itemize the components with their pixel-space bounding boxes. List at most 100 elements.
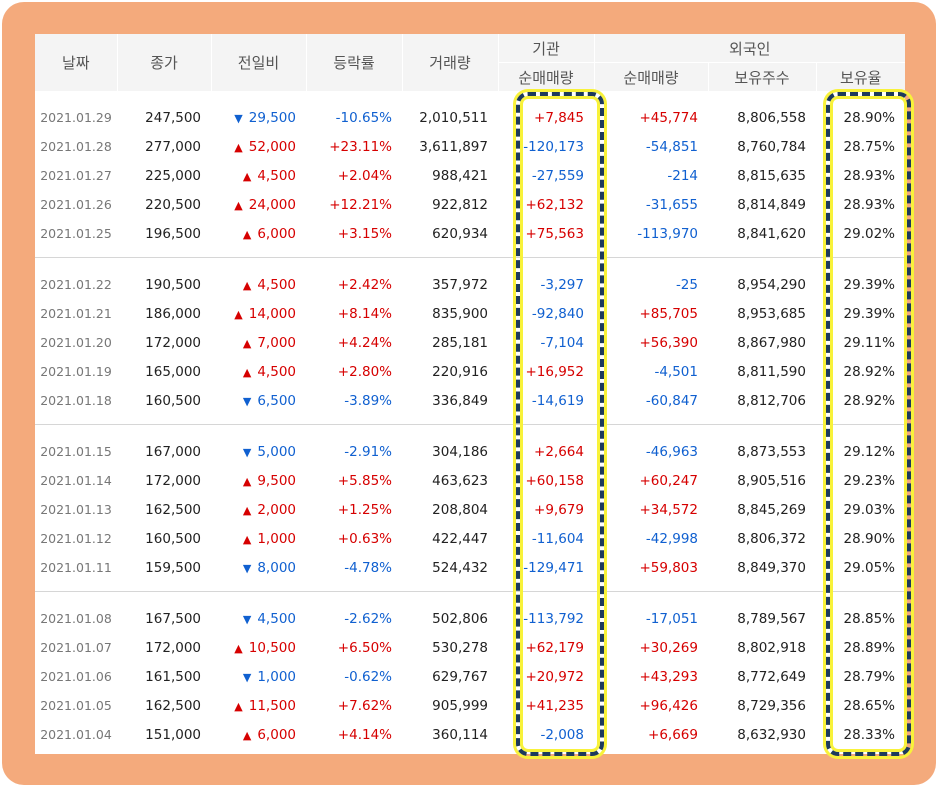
rate-cell: +23.11% [329,138,392,155]
foreign-ratio-cell: 29.05% [843,559,895,576]
close-cell: 151,000 [145,726,201,743]
foreign-net-cell: -60,847 [645,392,698,409]
row-divider [35,415,905,425]
foreign-ratio-cell: 28.90% [843,109,895,126]
inst-net-cell: +9,679 [534,501,584,518]
change-cell: ▼ 29,500 [211,103,306,132]
triangle-down-icon: ▼ [242,561,252,575]
foreign-shares-cell: 8,812,706 [737,392,806,409]
foreign-ratio-cell: 28.90% [843,530,895,547]
change-value: 5,000 [257,443,296,460]
foreign-net-cell: +6,669 [648,726,698,743]
volume-cell: 2,010,511 [419,109,488,126]
change-value: 6,500 [257,392,296,409]
volume-cell: 922,812 [432,196,488,213]
change-value: 4,500 [257,610,296,627]
triangle-up-icon: ▲ [234,699,243,713]
volume-cell: 220,916 [432,363,488,380]
inst-net-cell: +2,664 [534,443,584,460]
foreign-shares-cell: 8,772,649 [737,668,806,685]
date-cell: 2021.01.11 [40,560,112,575]
foreign-ratio-cell: 29.39% [843,276,895,293]
change-cell: ▲ 6,000 [211,219,306,248]
volume-cell: 620,934 [432,225,488,242]
inst-net-cell: +60,158 [525,472,584,489]
foreign-net-cell: +56,390 [639,334,698,351]
change-cell: ▲ 6,000 [211,720,306,749]
inst-net-cell: -14,619 [531,392,584,409]
inst-net-cell: +62,132 [525,196,584,213]
table-row: 2021.01.21 186,000 ▲ 14,000 +8.14% 835,900 -92… [35,299,905,328]
volume-cell: 208,804 [432,501,488,518]
date-cell: 2021.01.19 [40,364,112,379]
date-cell: 2021.01.15 [40,444,112,459]
close-cell: 247,500 [145,109,201,126]
rate-cell: -2.62% [344,610,392,627]
stock-price-table: 날짜 종가 전일비 등락률 거래량 기관 외국인 순매매량 순매매량 보유주수 … [35,34,905,749]
date-cell: 2021.01.13 [40,502,112,517]
foreign-ratio-cell: 29.12% [843,443,895,460]
foreign-ratio-cell: 28.75% [843,138,895,155]
volume-cell: 3,611,897 [419,138,488,155]
foreign-ratio-cell: 29.03% [843,501,895,518]
header-inst-net: 순매매량 [497,62,594,91]
change-value: 4,500 [257,363,296,380]
foreign-shares-cell: 8,806,372 [737,530,806,547]
rate-cell: +6.50% [337,639,392,656]
rate-cell: -4.78% [344,559,392,576]
foreign-ratio-cell: 28.65% [843,697,895,714]
volume-cell: 336,849 [432,392,488,409]
close-cell: 167,500 [145,610,201,627]
close-cell: 167,000 [145,443,201,460]
rate-cell: +2.80% [337,363,392,380]
header-close: 종가 [116,34,211,91]
table-row: 2021.01.29 247,500 ▼ 29,500 -10.65% 2,010,511… [35,103,905,132]
foreign-shares-cell: 8,789,567 [737,610,806,627]
foreign-shares-cell: 8,953,685 [737,305,806,322]
foreign-net-cell: -4,501 [654,363,698,380]
change-cell: ▲ 11,500 [211,691,306,720]
triangle-up-icon: ▲ [234,307,243,321]
close-cell: 277,000 [145,138,201,155]
foreign-ratio-cell: 28.93% [843,196,895,213]
table-row: 2021.01.07 172,000 ▲ 10,500 +6.50% 530,278 +62… [35,633,905,662]
close-cell: 160,500 [145,392,201,409]
table-row: 2021.01.27 225,000 ▲ 4,500 +2.04% 988,421 -27,… [35,161,905,190]
table-row: 2021.01.08 167,500 ▼ 4,500 -2.62% 502,806 -113… [35,604,905,633]
table-row: 2021.01.18 160,500 ▼ 6,500 -3.89% 336,849 -14,… [35,386,905,415]
volume-cell: 524,432 [432,559,488,576]
foreign-ratio-cell: 29.11% [843,334,895,351]
inst-net-cell: -3,297 [540,276,584,293]
foreign-ratio-cell: 29.23% [843,472,895,489]
inst-net-cell: -11,604 [531,530,584,547]
header-date: 날짜 [35,34,117,91]
change-cell: ▲ 10,500 [211,633,306,662]
rate-cell: +8.14% [337,305,392,322]
foreign-shares-cell: 8,632,930 [737,726,806,743]
rate-cell: -2.91% [344,443,392,460]
row-divider [35,582,905,592]
table-row: 2021.01.15 167,000 ▼ 5,000 -2.91% 304,186 +2,6… [35,437,905,466]
volume-cell: 360,114 [432,726,488,743]
triangle-up-icon: ▲ [242,532,252,546]
foreign-shares-cell: 8,806,558 [737,109,806,126]
volume-cell: 463,623 [432,472,488,489]
inst-net-cell: -7,104 [540,334,584,351]
change-value: 1,000 [257,530,296,547]
volume-cell: 835,900 [432,305,488,322]
inst-net-cell: +62,179 [525,639,584,656]
close-cell: 172,000 [145,334,201,351]
foreign-shares-cell: 8,815,635 [737,167,806,184]
rate-cell: +5.85% [337,472,392,489]
volume-cell: 422,447 [432,530,488,547]
foreign-net-cell: +34,572 [639,501,698,518]
table-row: 2021.01.12 160,500 ▲ 1,000 +0.63% 422,447 -11,… [35,524,905,553]
date-cell: 2021.01.25 [40,226,112,241]
table-row: 2021.01.22 190,500 ▲ 4,500 +2.42% 357,972 -3,2… [35,270,905,299]
triangle-down-icon: ▼ [242,612,252,626]
foreign-ratio-cell: 29.39% [843,305,895,322]
foreign-shares-cell: 8,760,784 [737,138,806,155]
table-row: 2021.01.14 172,000 ▲ 9,500 +5.85% 463,623 +60,… [35,466,905,495]
volume-cell: 285,181 [432,334,488,351]
triangle-down-icon: ▼ [234,111,243,125]
